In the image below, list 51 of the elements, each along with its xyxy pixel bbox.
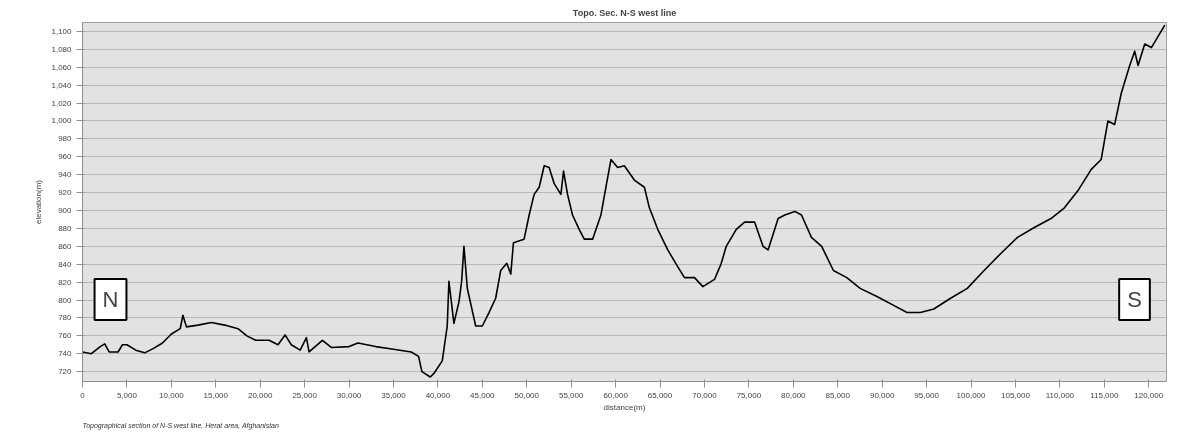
chart-title: Topo. Sec. N-S west line	[572, 7, 677, 18]
y-tick-label: 1,020	[51, 98, 73, 108]
x-tick-label: 10,000	[159, 390, 185, 400]
x-tick-label: 120,000	[1134, 390, 1164, 400]
y-tick-label: 1,100	[51, 26, 73, 36]
y-tick-label: 860	[58, 241, 73, 251]
x-tick-label: 60,000	[603, 390, 629, 400]
x-tick-label: 110,000	[1045, 390, 1075, 400]
y-tick-label: 980	[58, 134, 73, 144]
x-tick-label: 70,000	[692, 390, 718, 400]
y-tick-label: 900	[58, 206, 73, 215]
y-axis-title: elevation(m)	[34, 179, 44, 225]
x-tick-label: 75,000	[736, 390, 762, 400]
y-tick-label: 780	[58, 313, 73, 323]
y-tick-label: 840	[58, 259, 73, 269]
x-tick-label: 115,000	[1090, 390, 1120, 400]
annotation: N	[102, 287, 119, 312]
x-tick-label: 50,000	[514, 390, 540, 400]
x-tick-label: 45,000	[470, 390, 496, 400]
y-tick-label: 880	[58, 223, 73, 233]
x-tick-label: 95,000	[914, 390, 940, 400]
x-tick-label: 40,000	[425, 390, 451, 400]
y-tick-label: 820	[58, 277, 73, 287]
line-series	[82, 24, 1166, 378]
y-tick-label: 920	[58, 188, 73, 198]
y-tick-label: 1,000	[51, 116, 73, 126]
x-tick-label: 80,000	[781, 390, 807, 400]
y-tick-label: 760	[58, 331, 73, 341]
y-tick-label: 720	[58, 367, 73, 377]
x-tick-label: 35,000	[381, 390, 407, 400]
x-tick-label: 25,000	[292, 390, 318, 400]
y-tick-label: 740	[58, 349, 73, 359]
annotation: S	[1127, 287, 1142, 312]
y-tick-label: 1,080	[51, 44, 73, 54]
x-tick-label: 30,000	[336, 390, 362, 400]
y-tick-label: 800	[58, 295, 73, 305]
x-tick-label: 85,000	[825, 390, 851, 400]
x-tick-label: 100,000	[956, 390, 987, 400]
x-tick-label: 65,000	[647, 390, 673, 400]
x-tick-label: 15,000	[203, 390, 229, 400]
y-tick-label: 1,060	[51, 62, 73, 72]
x-tick-label: 0	[80, 390, 86, 400]
x-tick-label: 20,000	[247, 390, 273, 400]
y-tick-label: 940	[58, 170, 73, 180]
x-tick-label: 90,000	[869, 390, 895, 400]
y-tick-label: 1,040	[51, 80, 73, 90]
x-tick-label: 5,000	[116, 390, 138, 400]
x-tick-label: 55,000	[558, 390, 584, 400]
y-tick-label: 960	[58, 152, 73, 162]
x-tick-label: 105,000	[1000, 390, 1031, 400]
x-axis-title: distance(m)	[603, 402, 646, 412]
